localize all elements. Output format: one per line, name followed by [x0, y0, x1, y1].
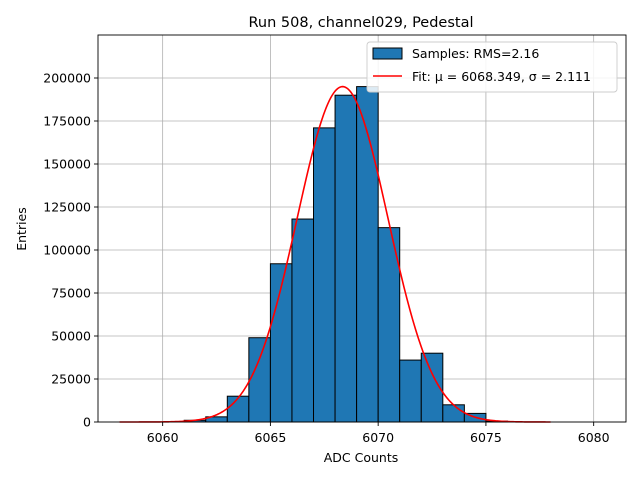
y-tick-label: 200000 — [43, 71, 91, 86]
x-tick-label: 6065 — [255, 430, 287, 445]
histogram-bars — [183, 86, 508, 423]
y-axis-label: Entries — [14, 207, 29, 251]
y-tick-label: 25000 — [51, 372, 91, 387]
plot-area — [97, 34, 627, 423]
histogram-bar — [442, 404, 465, 423]
y-tick-label: 0 — [83, 415, 91, 430]
histogram-bar — [313, 127, 336, 423]
gaussian-fit-curve — [119, 85, 551, 423]
x-tick-label: 6075 — [470, 430, 502, 445]
histogram-bar — [334, 94, 358, 423]
histogram-bar — [226, 395, 250, 423]
legend-samples-swatch — [372, 47, 403, 60]
y-tick-label: 50000 — [51, 329, 91, 344]
histogram-bar — [248, 337, 271, 423]
x-tick-label: 6070 — [362, 430, 394, 445]
histogram-bar — [399, 359, 422, 423]
x-axis-ticks: 6060 6065 6070 6075 6080 — [147, 422, 610, 445]
histogram-bar — [291, 218, 315, 423]
legend: Samples: RMS=2.16 Fit: μ = 6068.349, σ =… — [366, 41, 618, 93]
y-axis-ticks: 0 25000 50000 75000 100000 125000 150000 175000… — [43, 71, 98, 430]
plot-frame — [97, 34, 627, 423]
x-axis-label: ADC Counts — [324, 450, 399, 465]
y-tick-label: 75000 — [51, 286, 91, 301]
y-tick-label: 125000 — [43, 200, 91, 215]
x-tick-label: 6080 — [578, 430, 610, 445]
y-tick-label: 150000 — [43, 157, 91, 172]
x-tick-label: 6060 — [147, 430, 179, 445]
chart-title: Run 508, channel029, Pedestal — [248, 15, 473, 31]
legend-samples-label: Samples: RMS=2.16 — [412, 46, 539, 61]
y-tick-label: 175000 — [43, 114, 91, 129]
legend-box — [366, 41, 618, 93]
y-tick-label: 100000 — [43, 243, 91, 258]
histogram-bar — [356, 86, 379, 423]
legend-fit-label: Fit: μ = 6068.349, σ = 2.111 — [412, 69, 591, 84]
